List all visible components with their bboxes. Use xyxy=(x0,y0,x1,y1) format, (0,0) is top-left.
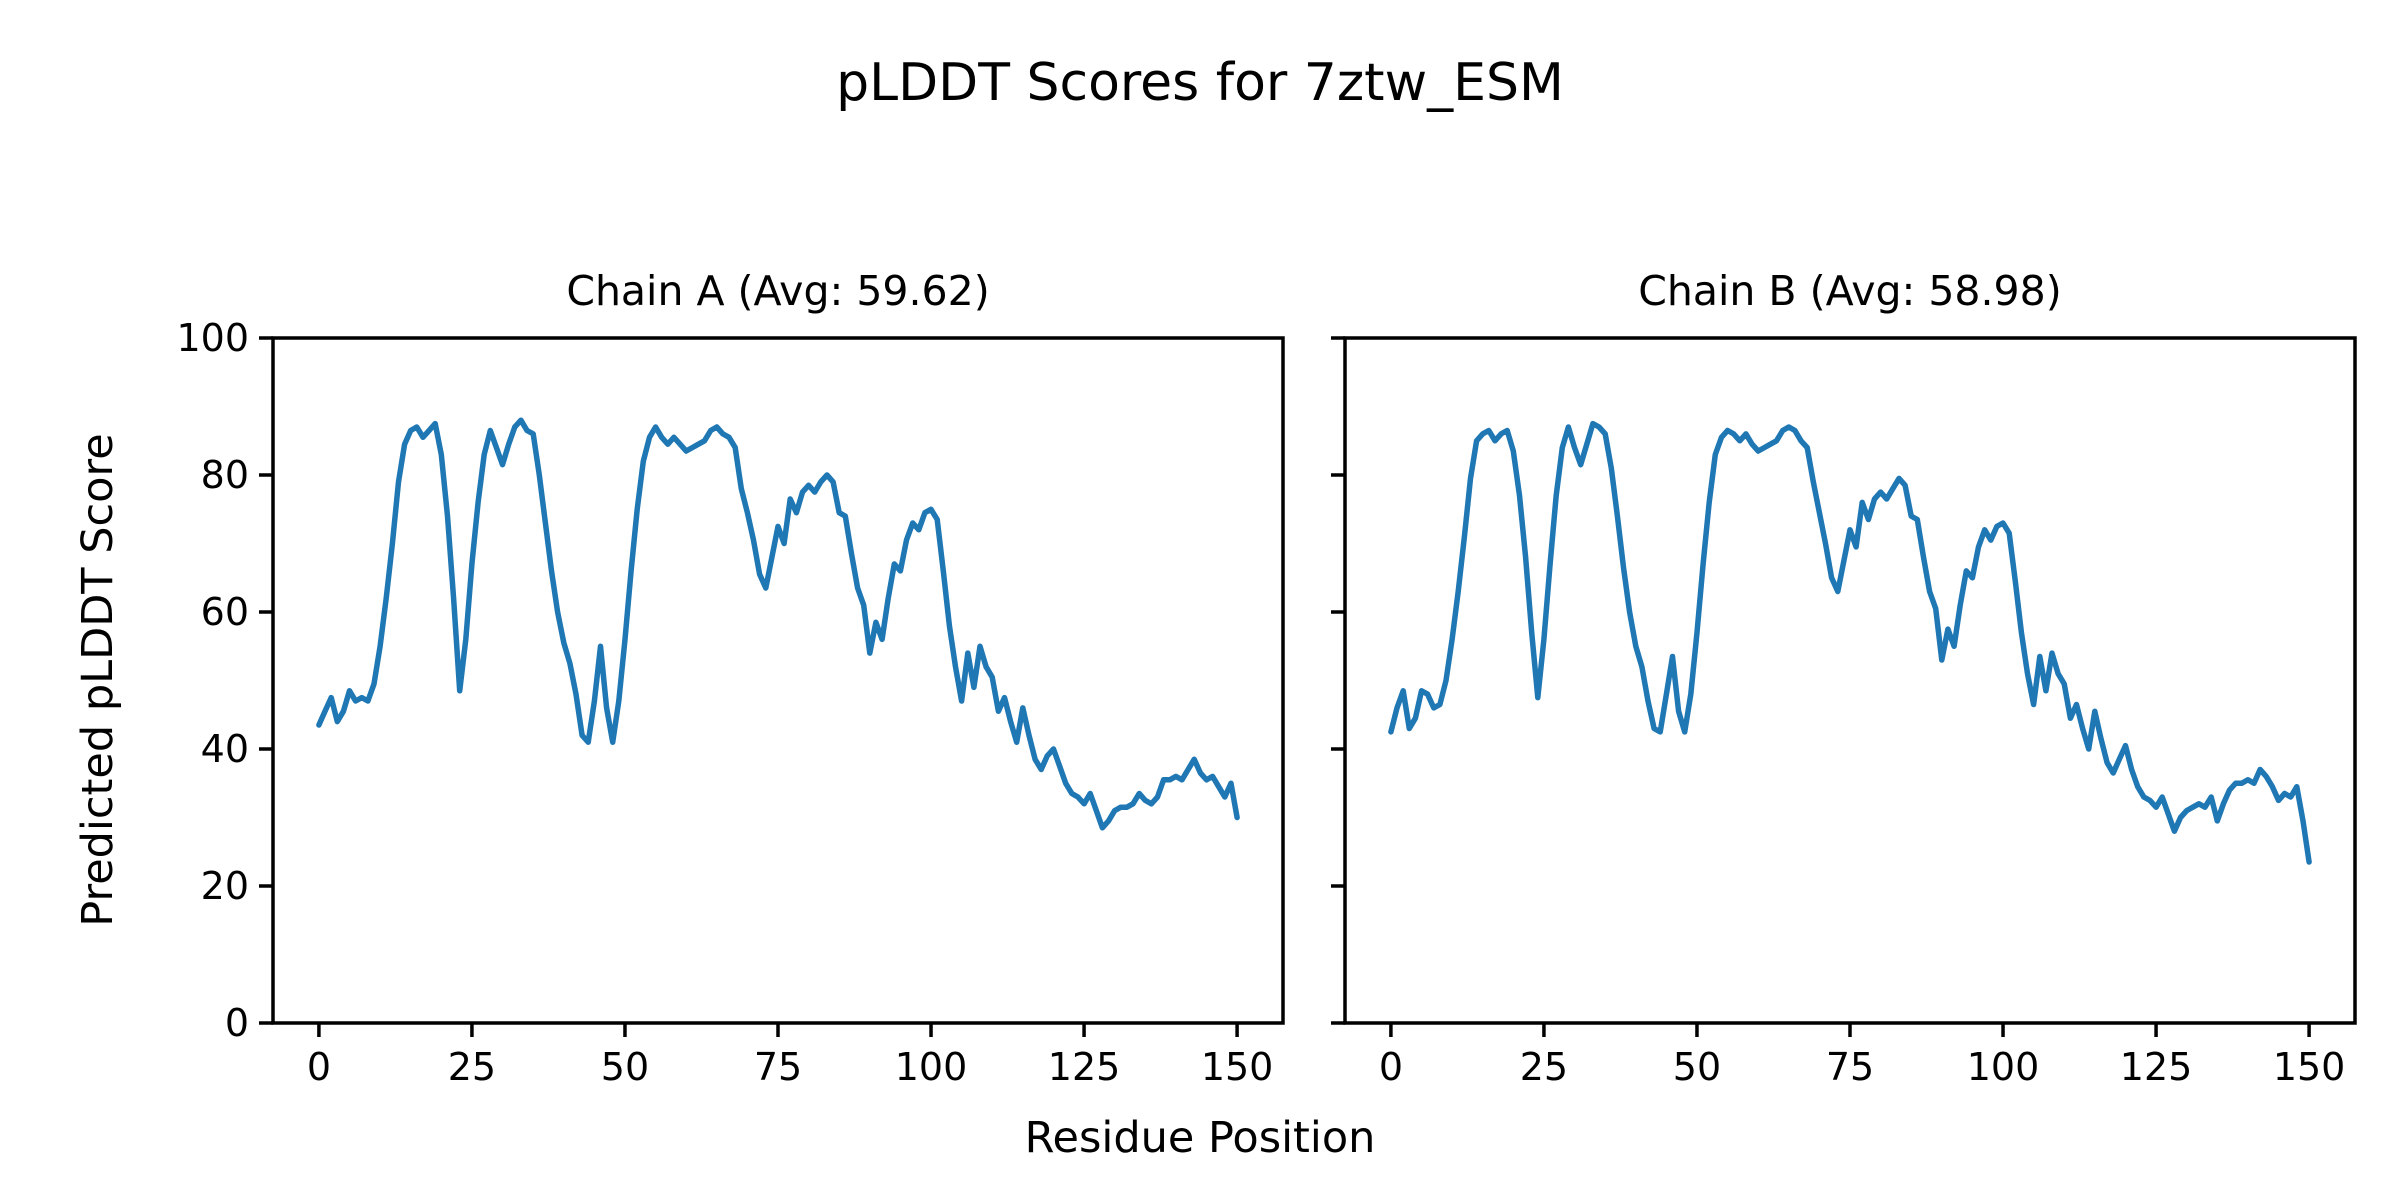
y-tick-label: 60 xyxy=(201,590,249,634)
plddt-line-chain-b xyxy=(1388,420,2312,865)
x-tick-label: 150 xyxy=(2273,1045,2346,1089)
y-axis-label: Predicted pLDDT Score xyxy=(73,433,123,926)
plddt-line-chain-a xyxy=(316,417,1240,831)
x-tick-label: 125 xyxy=(1048,1045,1121,1089)
y-tick-label: 0 xyxy=(225,1001,249,1045)
x-tick-label: 100 xyxy=(1967,1045,2040,1089)
figure-title: pLDDT Scores for 7ztw_ESM xyxy=(836,53,1564,113)
x-tick-label: 25 xyxy=(448,1045,496,1089)
subplot-b-axes: 0 25 50 75 100 125 150 xyxy=(1331,336,2357,1089)
x-tick-label: 75 xyxy=(1826,1045,1874,1089)
y-tick-label: 100 xyxy=(176,316,249,360)
x-tick-label: 0 xyxy=(307,1045,331,1089)
y-tick-label: 40 xyxy=(201,727,249,771)
subplot-b-title: Chain B (Avg: 58.98) xyxy=(1638,267,2061,315)
x-tick-label: 50 xyxy=(1673,1045,1721,1089)
subplot-a-title: Chain A (Avg: 59.62) xyxy=(566,267,989,315)
y-tick-label: 20 xyxy=(201,864,249,908)
y-tick-label: 80 xyxy=(201,453,249,497)
subplot-a-axes: 0 25 50 75 100 125 150 0 20 40 60 80 100 xyxy=(176,316,1285,1089)
x-tick-label: 50 xyxy=(601,1045,649,1089)
x-tick-label: 125 xyxy=(2120,1045,2193,1089)
x-tick-label: 0 xyxy=(1379,1045,1403,1089)
plot-spines xyxy=(271,336,1285,1025)
x-tick-label: 150 xyxy=(1201,1045,1274,1089)
x-axis-label: Residue Position xyxy=(1025,1113,1376,1163)
x-tick-label: 100 xyxy=(895,1045,968,1089)
x-tick-label: 75 xyxy=(754,1045,802,1089)
x-tick-label: 25 xyxy=(1520,1045,1568,1089)
